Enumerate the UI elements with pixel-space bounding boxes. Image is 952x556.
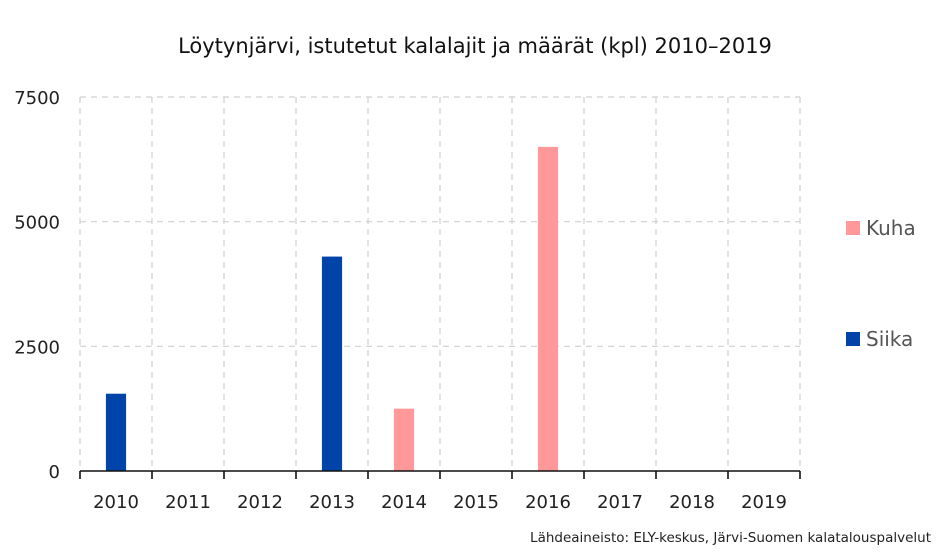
y-tick-label: 5000 bbox=[14, 213, 60, 234]
y-axis-ticks: 0 2500 5000 7500 bbox=[14, 88, 60, 483]
x-tick-label: 2013 bbox=[309, 492, 355, 513]
legend: Kuha Siika bbox=[846, 216, 916, 351]
bar-kuha-2014 bbox=[393, 408, 415, 471]
y-tick-label: 2500 bbox=[14, 337, 60, 358]
x-tick-label: 2010 bbox=[93, 492, 139, 513]
legend-swatch-kuha bbox=[846, 221, 860, 235]
x-axis-ticks: 2010 2011 2012 2013 2014 2015 2016 2017 2018 2019 bbox=[93, 492, 787, 513]
bar-siika-2010 bbox=[105, 393, 127, 471]
bar-siika-2013 bbox=[321, 256, 343, 471]
x-tick-label: 2011 bbox=[165, 492, 211, 513]
legend-label-kuha: Kuha bbox=[866, 216, 916, 240]
y-tick-label: 7500 bbox=[14, 88, 60, 109]
chart-title: Löytynjärvi, istutetut kalalajit ja määr… bbox=[178, 34, 772, 58]
bar-kuha-2016 bbox=[537, 146, 559, 471]
x-tick-label: 2012 bbox=[237, 492, 283, 513]
x-tick-label: 2014 bbox=[381, 492, 427, 513]
x-tick-label: 2017 bbox=[597, 492, 643, 513]
legend-label-siika: Siika bbox=[866, 327, 913, 351]
legend-swatch-siika bbox=[846, 332, 860, 346]
x-tick-label: 2019 bbox=[741, 492, 787, 513]
y-tick-label: 0 bbox=[49, 462, 60, 483]
source-note: Lähdeaineisto: ELY-keskus, Järvi-Suomen … bbox=[530, 530, 931, 546]
x-tick-label: 2016 bbox=[525, 492, 571, 513]
x-tick-label: 2015 bbox=[453, 492, 499, 513]
bars bbox=[105, 146, 559, 471]
grid bbox=[79, 96, 801, 479]
x-tick-label: 2018 bbox=[669, 492, 715, 513]
